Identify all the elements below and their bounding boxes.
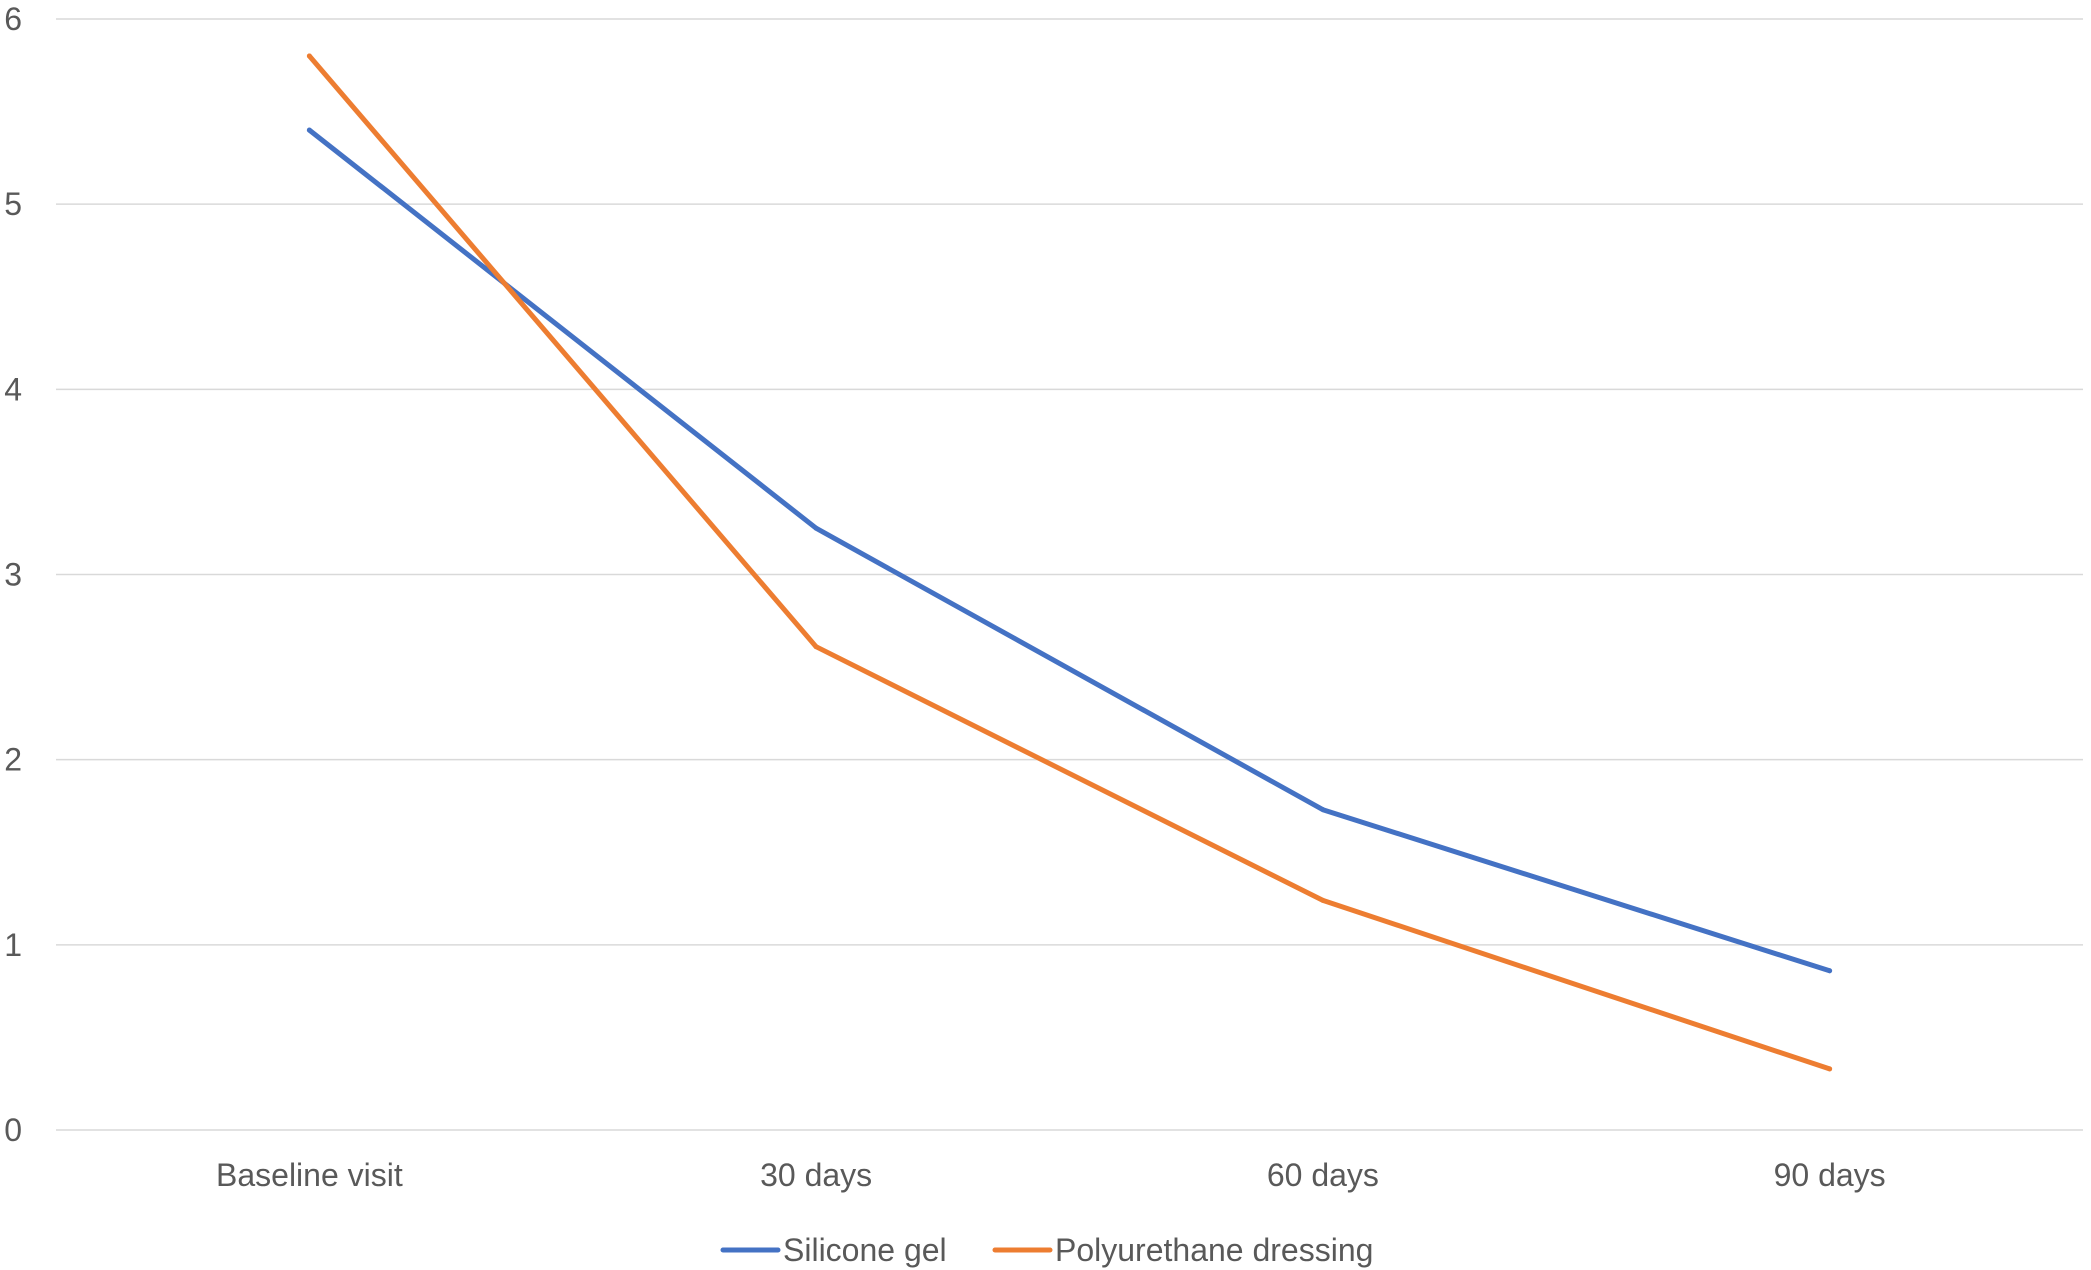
y-tick-label: 1 [4,927,22,963]
x-tick-label: Baseline visit [216,1157,403,1193]
x-axis-tick-labels: Baseline visit 30 days 60 days 90 days [216,1157,1886,1193]
y-tick-label: 4 [4,371,22,407]
x-tick-label: 90 days [1774,1157,1886,1193]
y-axis-tick-labels: 0 1 2 3 4 5 6 [4,1,22,1148]
x-tick-label: 60 days [1267,1157,1379,1193]
data-point [1320,807,1326,813]
data-point [306,127,312,133]
data-point [813,525,819,531]
legend-label: Polyurethane dressing [1055,1232,1373,1268]
legend-label: Silicone gel [783,1232,947,1268]
series-lines [306,53,1833,1072]
legend: Silicone gel Polyurethane dressing [720,1232,1373,1268]
data-point [1827,1066,1833,1072]
y-tick-label: 2 [4,742,22,778]
y-tick-label: 5 [4,186,22,222]
data-point [1827,968,1833,974]
series-line-polyurethane-dressing [306,53,1833,1072]
data-point [306,53,312,59]
y-tick-label: 3 [4,557,22,593]
series-line-silicone-gel [306,127,1833,974]
x-tick-label: 30 days [760,1157,872,1193]
data-point [1320,897,1326,903]
y-tick-label: 0 [4,1112,22,1148]
gridlines [56,18,2083,1131]
data-point [813,644,819,650]
y-tick-label: 6 [4,1,22,37]
